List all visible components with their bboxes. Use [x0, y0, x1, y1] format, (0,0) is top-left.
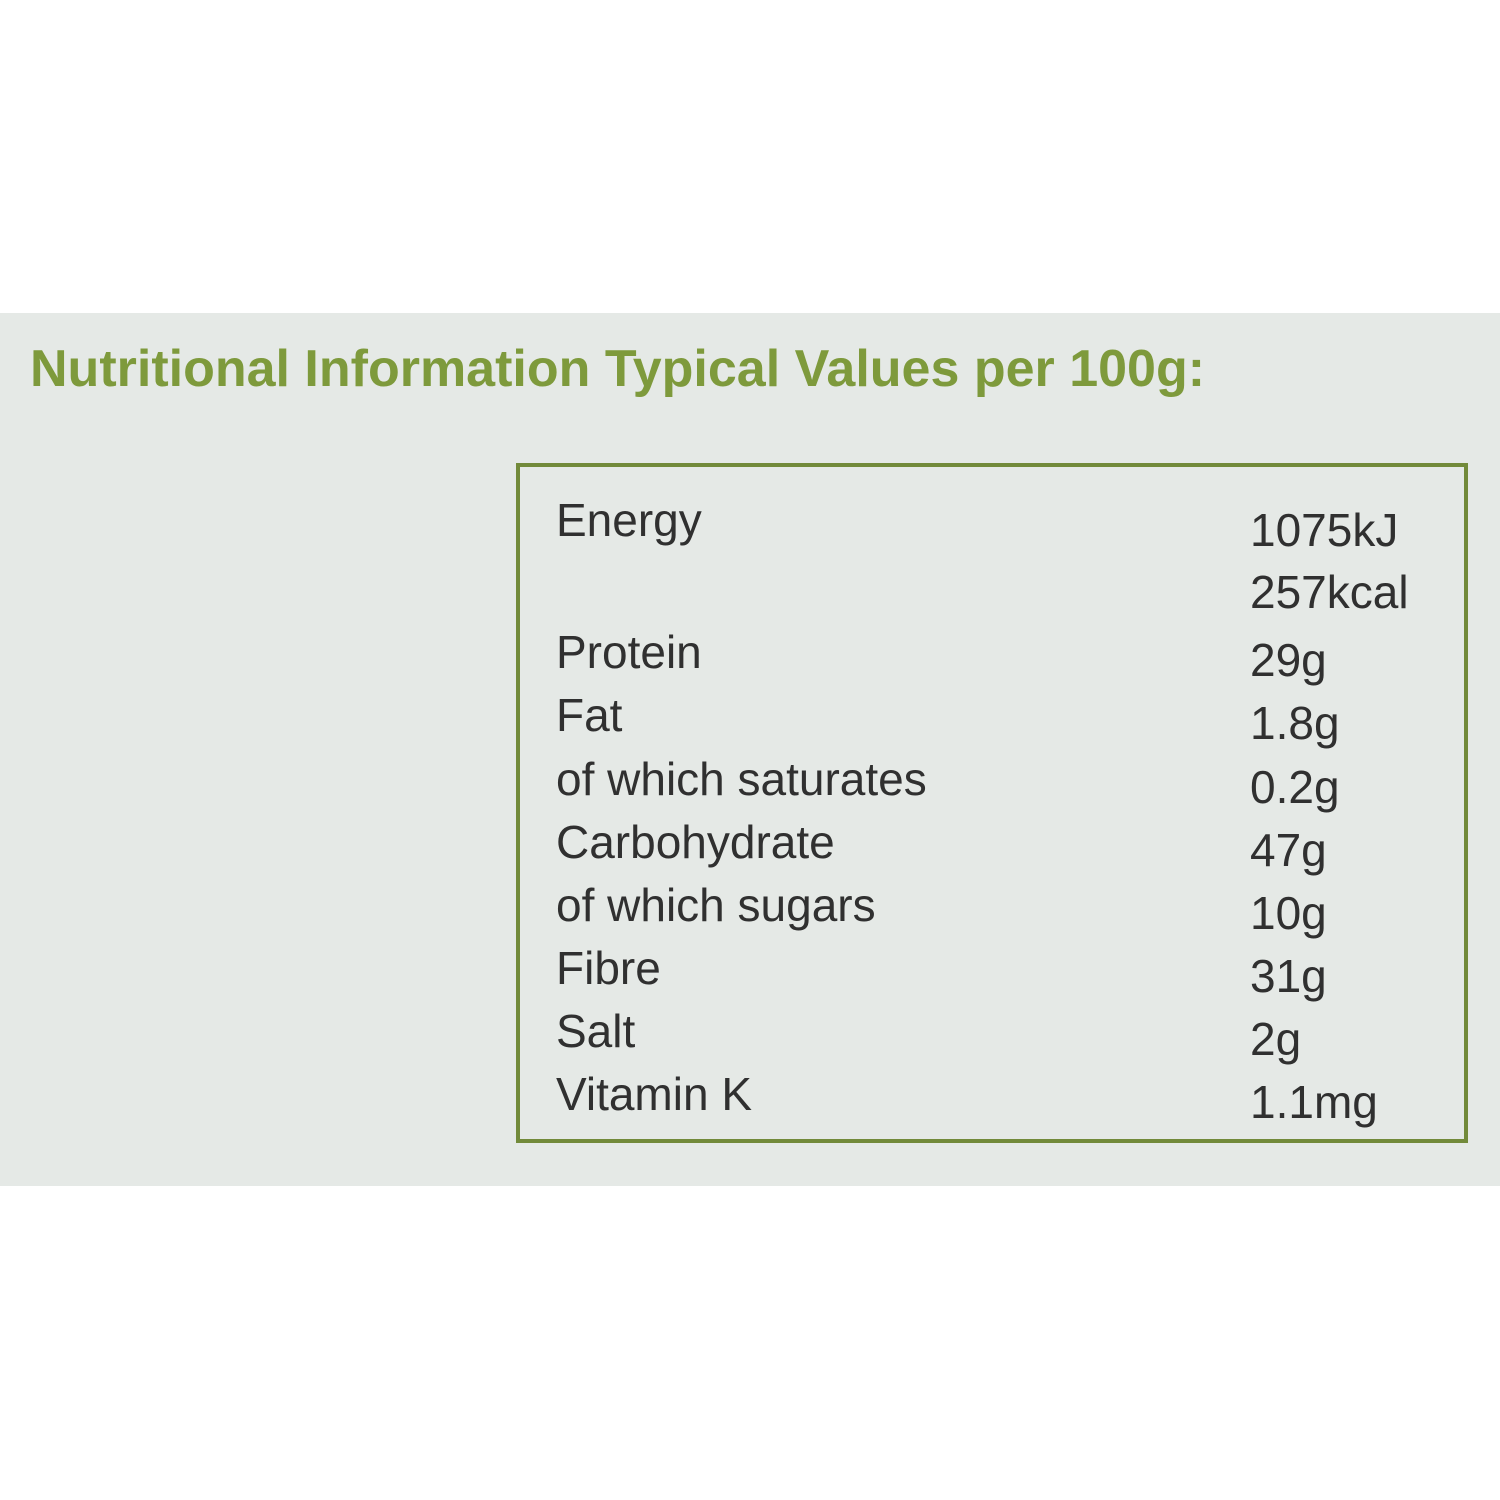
- nutrition-row-energy: Energy 1075kJ: [520, 497, 1464, 557]
- nutrient-value: 1075kJ: [1250, 504, 1399, 556]
- nutrient-name: Energy: [556, 494, 702, 546]
- nutrient-name: Carbohydrate: [556, 816, 835, 868]
- nutrient-value: 1.1mg: [1250, 1076, 1378, 1128]
- nutrient-name: of which sugars: [556, 879, 876, 931]
- nutrient-value: 29g: [1250, 634, 1327, 686]
- nutrition-table: Energy 1075kJ 257kcal Protein 29g Fat 1.…: [516, 463, 1468, 1143]
- nutrient-value: 31g: [1250, 950, 1327, 1002]
- nutrient-value: 2g: [1250, 1013, 1302, 1065]
- nutrition-row-fibre: Fibre 31g: [520, 945, 1464, 1005]
- nutrient-name: Vitamin K: [556, 1068, 753, 1120]
- nutrition-row-sugars: of which sugars 10g: [520, 882, 1464, 942]
- nutrition-row-carbohydrate: Carbohydrate 47g: [520, 819, 1464, 879]
- nutrition-row-protein: Protein 29g: [520, 629, 1464, 689]
- nutrition-title: Nutritional Information Typical Values p…: [30, 340, 1206, 398]
- nutrition-row-vitamin-k: Vitamin K 1.1mg: [520, 1071, 1464, 1131]
- nutrition-row-salt: Salt 2g: [520, 1008, 1464, 1068]
- nutrient-value: 257kcal: [1250, 566, 1409, 618]
- nutrient-value: 10g: [1250, 887, 1327, 939]
- nutrition-row-energy-kcal: 257kcal: [520, 569, 1464, 629]
- nutrient-name: of which saturates: [556, 753, 927, 805]
- nutrient-name: Fat: [556, 689, 623, 741]
- nutrient-name: Fibre: [556, 942, 661, 994]
- nutrient-name: Salt: [556, 1005, 636, 1057]
- nutrient-name: Protein: [556, 626, 702, 678]
- nutrition-label-panel: Nutritional Information Typical Values p…: [0, 313, 1500, 1186]
- nutrition-row-fat: Fat 1.8g: [520, 692, 1464, 752]
- nutrient-value: 47g: [1250, 824, 1327, 876]
- nutrition-row-saturates: of which saturates 0.2g: [520, 756, 1464, 816]
- nutrient-value: 0.2g: [1250, 761, 1340, 813]
- nutrient-value: 1.8g: [1250, 697, 1340, 749]
